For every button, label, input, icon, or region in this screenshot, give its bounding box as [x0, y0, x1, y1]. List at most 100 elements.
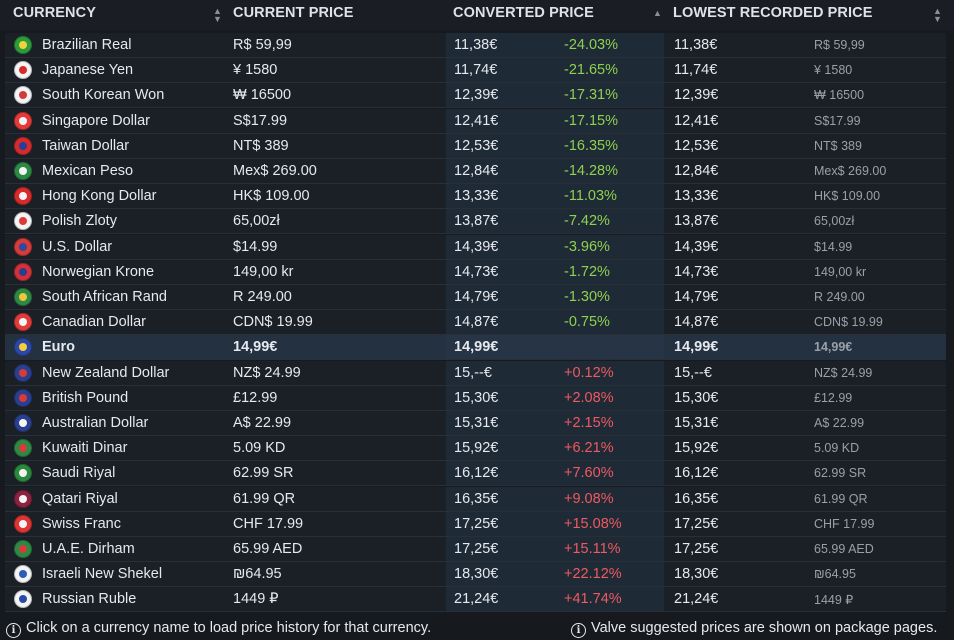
currency-name-link[interactable]: Australian Dollar: [42, 415, 149, 431]
currency-name-link[interactable]: U.A.E. Dirham: [42, 541, 135, 557]
lowest-converted-price: 14,73€: [674, 263, 719, 280]
currency-name-link[interactable]: Swiss Franc: [42, 515, 121, 532]
price-difference-percent: -7.42%: [564, 213, 610, 230]
currency-name-link[interactable]: Kuwaiti Dinar: [42, 440, 128, 457]
price-difference-percent: +6.21%: [564, 440, 614, 457]
lowest-converted-price: 12,41€: [674, 112, 719, 129]
converted-price: 14,79€: [454, 289, 499, 305]
lowest-converted-price: 18,30€: [674, 566, 719, 583]
currency-name-link[interactable]: U.S. Dollar: [42, 238, 113, 255]
currency-name-link[interactable]: Singapore Dollar: [42, 112, 151, 129]
lowest-local-price: $14.99: [814, 239, 853, 254]
price-difference-percent: +0.12%: [564, 364, 614, 381]
price-difference-percent: -14.28%: [564, 163, 619, 179]
currency-name-link[interactable]: South Korean Won: [42, 87, 165, 104]
converted-price: 13,87€: [454, 213, 499, 230]
currency-name-link[interactable]: Hong Kong Dollar: [42, 188, 157, 205]
header-current-price[interactable]: CURRENT PRICE: [233, 5, 354, 21]
header-lowest-recorded-price[interactable]: LOWEST RECORDED PRICE: [673, 5, 873, 21]
country-flag-icon: [14, 237, 32, 256]
current-price: ₩ 16500: [233, 87, 292, 104]
table-header: CURRENCY ▲ ▼ CURRENT PRICE CONVERTED PRIC…: [0, 0, 954, 30]
sort-both-icon[interactable]: ▲ ▼: [933, 6, 942, 24]
country-flag-icon: [14, 489, 32, 508]
country-flag-icon: [14, 288, 32, 306]
converted-column-bg: [446, 58, 664, 83]
converted-price: 15,--€: [454, 364, 492, 381]
lowest-local-price: 62.99 SR: [814, 466, 867, 481]
currency-name-link[interactable]: Norwegian Krone: [42, 263, 155, 280]
lowest-local-price: ¥ 1580: [814, 63, 853, 78]
converted-price: 16,12€: [454, 465, 499, 482]
converted-price: 18,30€: [454, 566, 499, 583]
price-difference-percent: -11.03%: [564, 188, 617, 205]
lowest-converted-price: 12,84€: [674, 163, 719, 179]
currency-name-link[interactable]: Brazilian Real: [42, 37, 132, 53]
currency-name-link[interactable]: Qatari Riyal: [42, 490, 118, 507]
converted-column-bg: [446, 360, 664, 385]
country-flag-icon: [14, 136, 32, 155]
sort-asc-icon[interactable]: ▲: [653, 8, 662, 18]
converted-price: 12,39€: [454, 87, 499, 104]
converted-column-bg: [446, 461, 664, 486]
currency-name-link[interactable]: South African Rand: [42, 289, 167, 305]
table-row: Norwegian Krone 149,00 kr 14,73€ -1.72% 14,7…: [5, 259, 946, 285]
converted-price: 12,41€: [454, 112, 499, 129]
converted-price: 15,92€: [454, 440, 499, 457]
lowest-converted-price: 13,87€: [674, 213, 719, 230]
table-row: Taiwan Dollar NT$ 389 12,53€ -16.35% 12,53€ N…: [5, 133, 946, 159]
country-flag-icon: [14, 86, 32, 105]
footer-note-right: i Valve suggested prices are shown on pac…: [571, 620, 937, 638]
current-price: 65.99 AED: [233, 541, 303, 557]
country-flag-icon: [14, 388, 32, 407]
footer-right-text: Valve suggested prices are shown on pack…: [591, 620, 938, 636]
currency-name-link[interactable]: Euro: [42, 339, 76, 356]
price-difference-percent: +41.74%: [564, 591, 622, 608]
info-icon: i: [571, 623, 586, 638]
currency-name-link[interactable]: Mexican Peso: [42, 163, 134, 179]
current-price: 149,00 kr: [233, 263, 294, 280]
converted-column-bg: [446, 537, 664, 561]
currency-name-link[interactable]: Taiwan Dollar: [42, 137, 130, 154]
footer-note-left: i Click on a currency name to load price …: [6, 620, 431, 638]
currency-name-link[interactable]: Russian Ruble: [42, 591, 137, 608]
price-difference-percent: +22.12%: [564, 566, 622, 583]
table-row: Canadian Dollar CDN$ 19.99 14,87€ -0.75% 14,…: [5, 310, 946, 336]
currency-name-link[interactable]: Polish Zloty: [42, 213, 117, 230]
country-flag-icon: [14, 61, 32, 80]
price-difference-percent: -1.72%: [564, 263, 610, 280]
lowest-converted-price: 21,24€: [674, 591, 719, 608]
currency-name-link[interactable]: Japanese Yen: [42, 62, 134, 79]
info-icon: i: [6, 623, 21, 638]
lowest-converted-price: 16,35€: [674, 490, 719, 507]
converted-column-bg: [446, 133, 664, 158]
converted-price: 15,30€: [454, 389, 499, 406]
price-difference-percent: +15.08%: [564, 515, 622, 532]
price-difference-percent: +7.60%: [564, 465, 614, 482]
currency-name-link[interactable]: Saudi Riyal: [42, 465, 116, 482]
currency-name-link[interactable]: British Pound: [42, 389, 129, 406]
converted-price: 12,84€: [454, 163, 499, 179]
lowest-local-price: 14,99€: [814, 340, 853, 355]
converted-price: 11,38€: [454, 37, 498, 53]
country-flag-icon: [14, 590, 32, 609]
price-difference-percent: +2.08%: [564, 389, 614, 406]
converted-price: 16,35€: [454, 490, 499, 507]
converted-price: 13,33€: [454, 188, 499, 205]
currency-name-link[interactable]: Canadian Dollar: [42, 314, 146, 331]
currency-name-link[interactable]: Israeli New Shekel: [42, 566, 163, 583]
sort-both-icon[interactable]: ▲ ▼: [213, 6, 222, 24]
lowest-converted-price: 11,38€: [674, 37, 718, 53]
converted-column-bg: [446, 108, 664, 133]
lowest-converted-price: 15,31€: [674, 415, 719, 431]
header-currency[interactable]: CURRENCY: [13, 5, 96, 21]
lowest-local-price: ₪64.95: [814, 567, 856, 582]
current-price: NZ$ 24.99: [233, 364, 301, 381]
currency-name-link[interactable]: New Zealand Dollar: [42, 364, 170, 381]
converted-column-bg: [446, 411, 664, 435]
country-flag-icon: [14, 187, 32, 206]
header-converted-price[interactable]: CONVERTED PRICE: [453, 5, 594, 21]
table-row: Swiss Franc CHF 17.99 17,25€ +15.08% 17,25€ C…: [5, 511, 946, 537]
current-price: Mex$ 269.00: [233, 163, 317, 179]
